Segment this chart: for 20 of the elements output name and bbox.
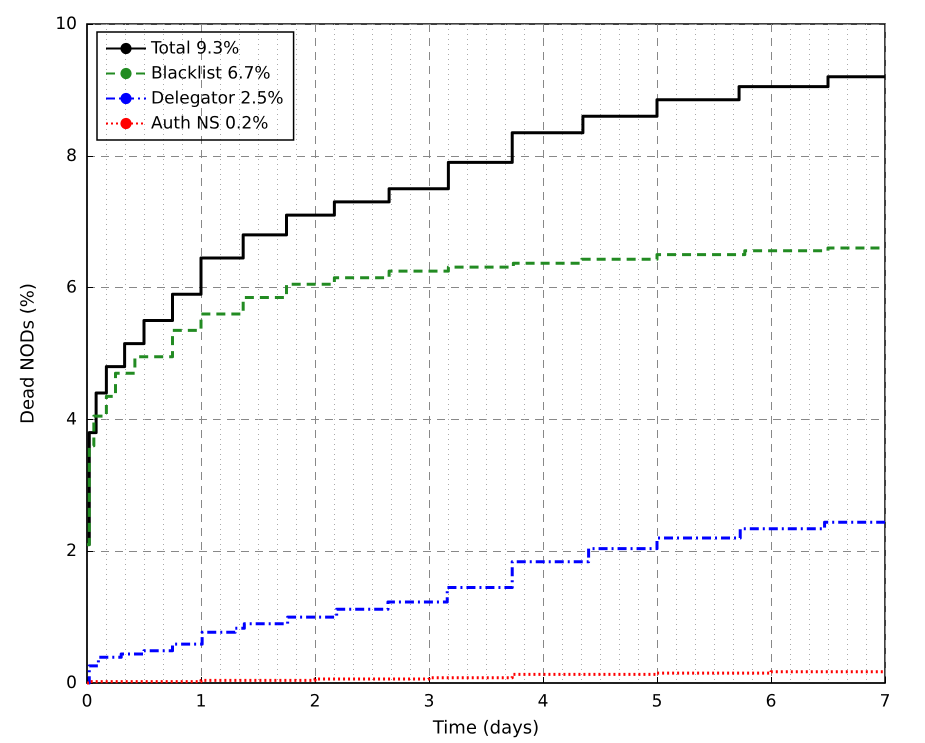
x-tick-label: 3 bbox=[424, 692, 434, 712]
legend-label: Blacklist 6.7% bbox=[151, 64, 271, 84]
y-tick-label: 10 bbox=[55, 14, 77, 34]
x-tick-label: 6 bbox=[766, 692, 776, 712]
legend-label: Total 9.3% bbox=[150, 38, 240, 58]
x-tick-label: 1 bbox=[196, 692, 206, 712]
y-tick-label: 0 bbox=[66, 673, 77, 693]
x-tick-label: 2 bbox=[310, 692, 320, 712]
y-axis-title: Dead NODs (%) bbox=[18, 283, 38, 424]
y-tick-label: 8 bbox=[66, 146, 77, 166]
x-tick-label: 4 bbox=[538, 692, 548, 712]
x-tick-label: 7 bbox=[880, 692, 890, 712]
x-tick-label: 0 bbox=[82, 692, 92, 712]
y-tick-label: 4 bbox=[66, 409, 77, 430]
x-tick-label: 5 bbox=[652, 692, 662, 712]
x-axis-title: Time (days) bbox=[432, 718, 540, 738]
y-tick-label: 2 bbox=[66, 541, 77, 562]
y-tick-label: 6 bbox=[66, 278, 77, 298]
legend-label: Delegator 2.5% bbox=[151, 88, 284, 108]
legend-label: Auth NS 0.2% bbox=[151, 114, 268, 134]
